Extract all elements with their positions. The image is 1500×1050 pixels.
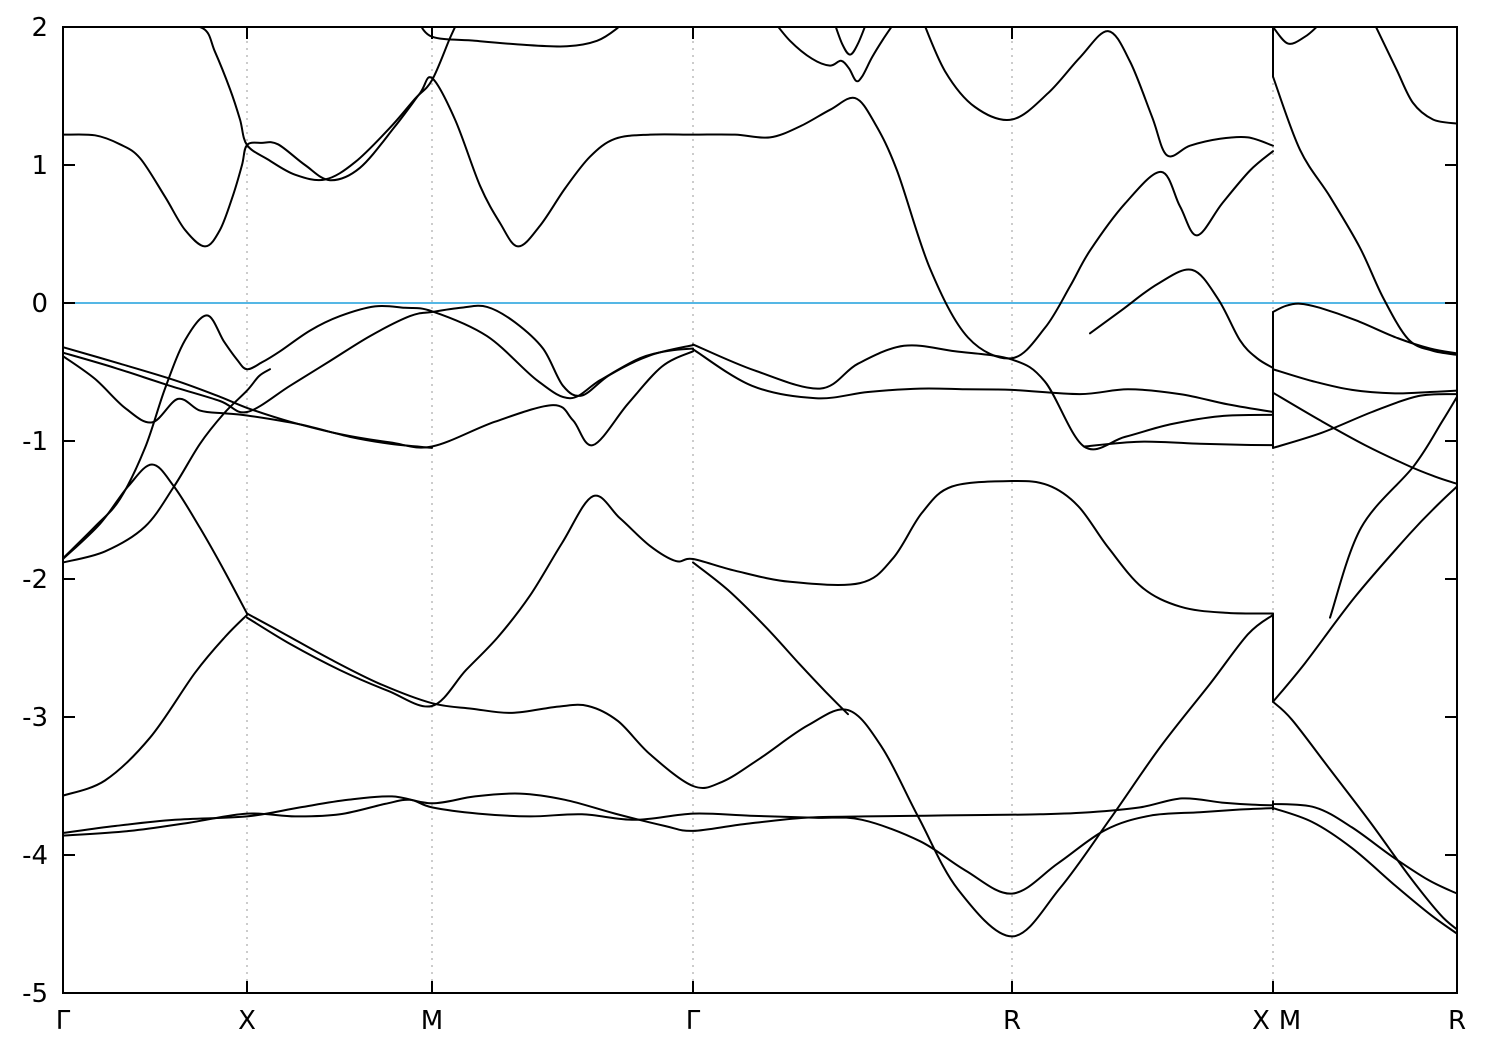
band-path-MR-diagonal — [1272, 75, 1458, 356]
band-path-MR-val-4 — [1272, 393, 1458, 449]
band-path-mid-GR-3 — [1083, 440, 1274, 448]
band-path-MR-riser-b — [1329, 395, 1458, 619]
band-path-MR-val-1 — [1272, 302, 1458, 355]
y-tick-label: -4 — [22, 841, 48, 871]
band-path-cond-notch-a — [832, 17, 869, 56]
band-path-mid-GR-2 — [692, 348, 1274, 413]
band-path-val-riser-GX — [62, 613, 248, 797]
k-point-label: Γ — [686, 1006, 701, 1036]
band-path-cond-t2g-main — [62, 76, 1274, 360]
band-path-flat-sine-2 — [62, 798, 1274, 895]
y-tick-label: 1 — [31, 151, 48, 181]
band-path-val-3 — [62, 355, 433, 449]
band-path-val-bump-arc — [62, 304, 694, 560]
band-path-cond-bump-RX — [1089, 268, 1274, 369]
band-path-MR-deep-3 — [1272, 807, 1458, 935]
y-tick-label: -1 — [22, 427, 48, 457]
band-path-cond-notch-b — [771, 17, 898, 83]
band-path-MR-to-R13 — [1371, 17, 1458, 125]
k-point-label: M — [1279, 1006, 1301, 1036]
band-path-flat-sine-1 — [62, 792, 1274, 834]
band-path-cond-steep-left — [167, 17, 460, 182]
crop-right — [1458, 0, 1500, 1050]
crop-bottom — [0, 994, 1500, 1050]
k-point-label: X — [238, 1006, 256, 1036]
k-point-label: M — [421, 1006, 443, 1036]
band-path-mid-GR-1 — [692, 343, 1274, 451]
y-tick-label: -2 — [22, 565, 48, 595]
band-path-val-cross-up — [62, 368, 271, 564]
band-path-MR-deep-2 — [1272, 802, 1458, 895]
band-path-deep-riser-plateau — [246, 479, 1274, 708]
band-path-cond-R-parabola — [921, 17, 1274, 158]
band-path-val-cross-down — [62, 463, 248, 615]
y-tick-label: 0 — [31, 289, 48, 319]
k-point-label: R — [1003, 1006, 1021, 1036]
k-point-label: X — [1252, 1006, 1270, 1036]
band-path-deep-loop — [246, 612, 1274, 938]
band-path-MR-deep-1 — [1272, 700, 1458, 931]
crop-top — [0, 0, 1500, 26]
band-path-cond-top-MG — [416, 17, 627, 48]
k-point-label: R — [1448, 1006, 1466, 1036]
plot-frame — [62, 26, 1458, 994]
band-path-MR-val-3 — [1272, 391, 1458, 485]
band-path-MR-riser-a — [1272, 485, 1458, 703]
k-point-label: Γ — [56, 1006, 71, 1036]
band-path-MR-val-2 — [1272, 368, 1458, 395]
y-tick-label: 2 — [31, 13, 48, 43]
band-path-deep-diver-G2 — [692, 561, 849, 716]
y-tick-label: -3 — [22, 703, 48, 733]
crop-left — [0, 0, 62, 1050]
y-tick-label: -5 — [22, 979, 48, 1009]
